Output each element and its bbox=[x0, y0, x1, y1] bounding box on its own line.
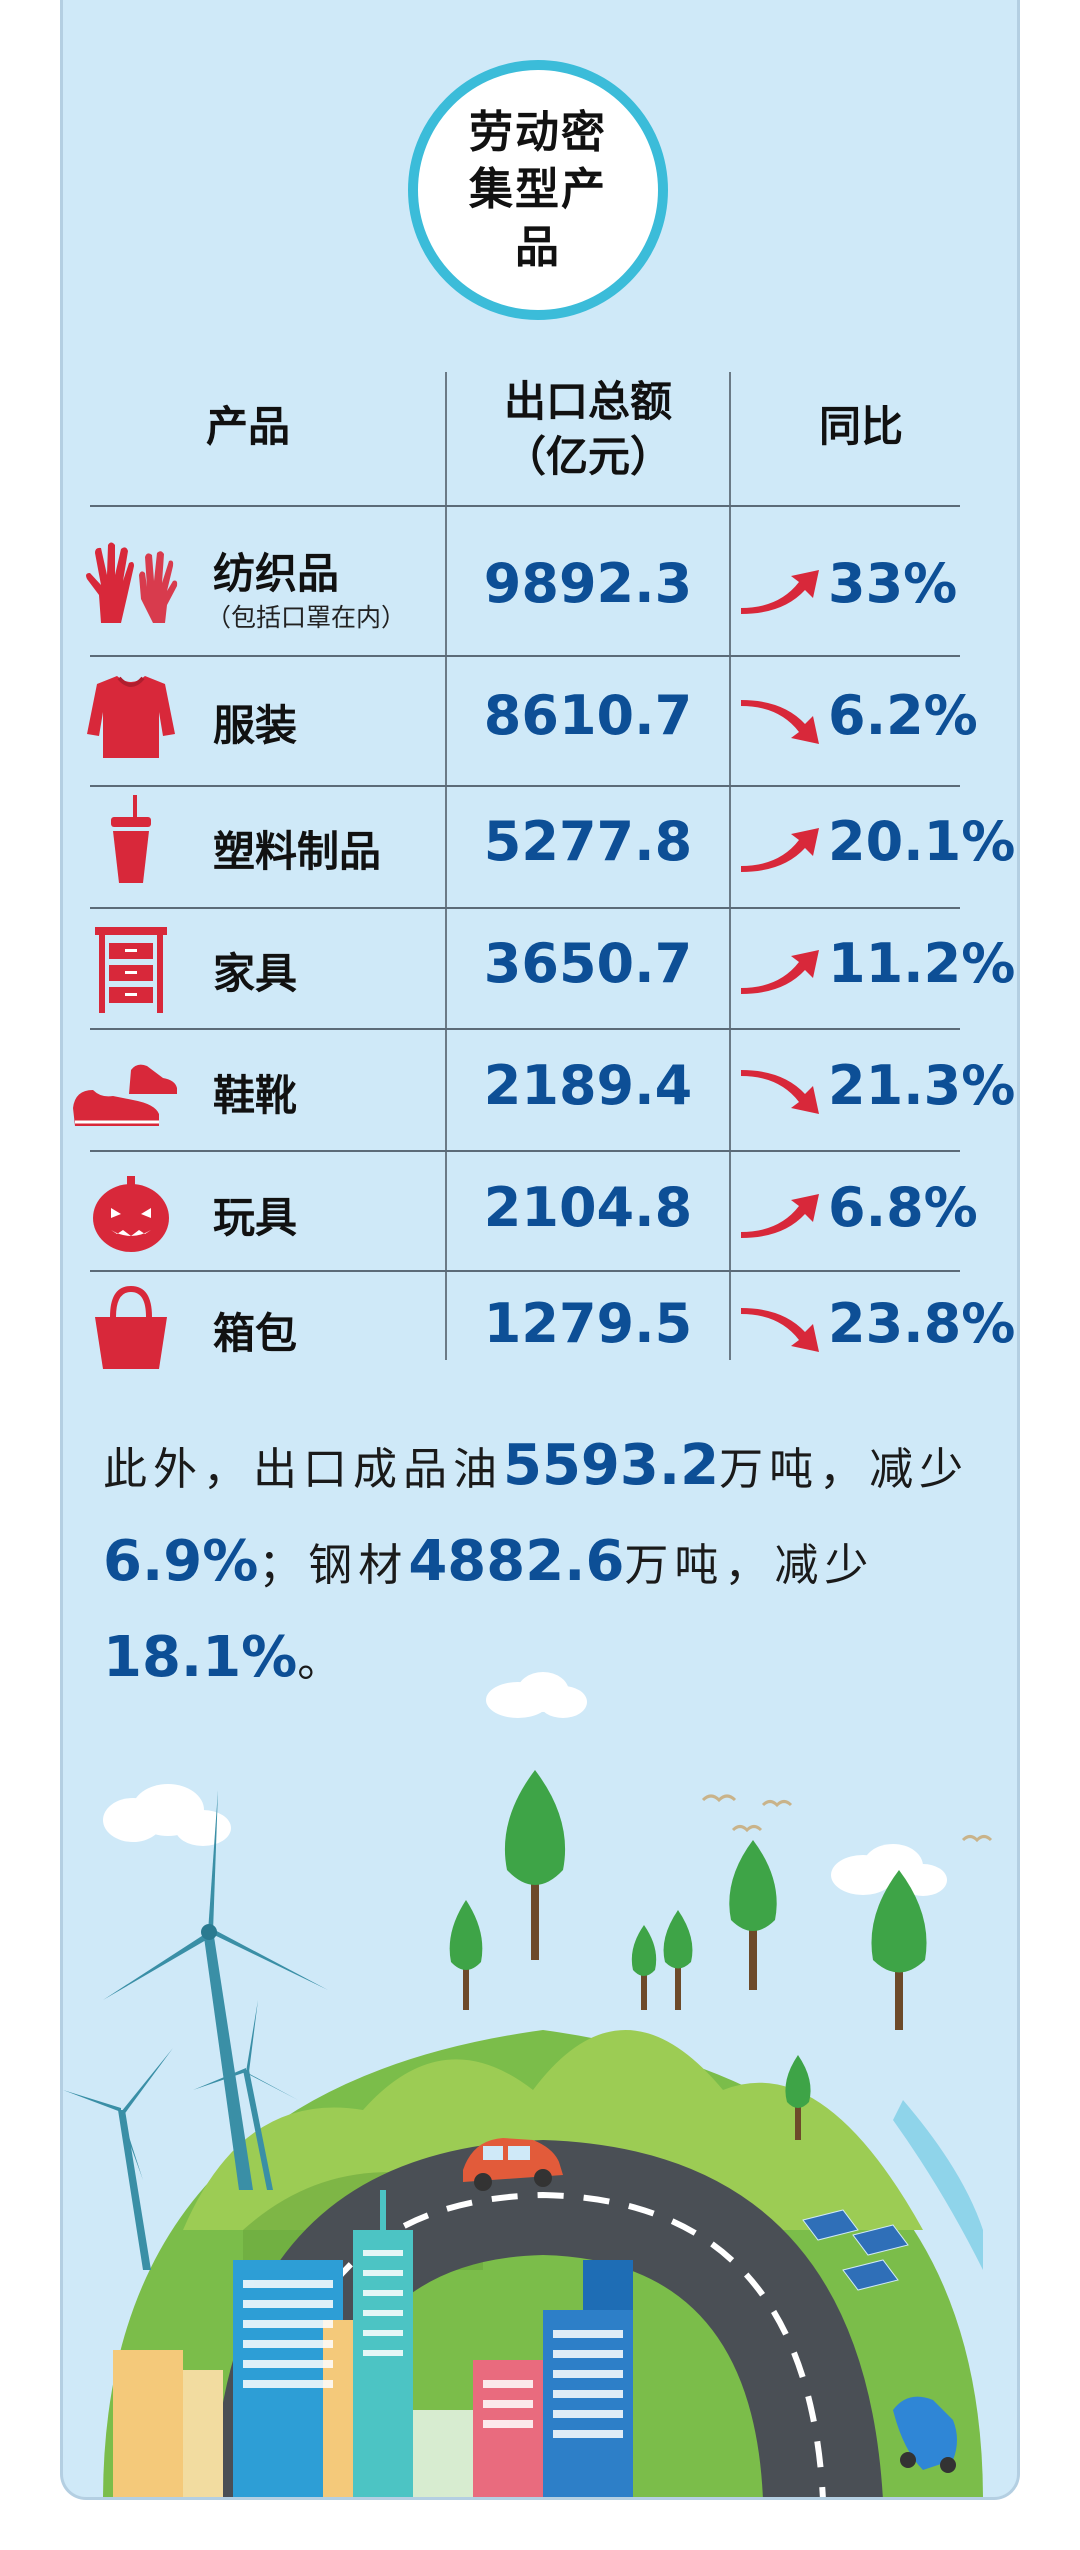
row-divider bbox=[90, 1150, 960, 1152]
summary-paragraph: 此外，出口成品油5593.2万吨，减少6.9%；钢材4882.6万吨，减少18.… bbox=[103, 1420, 983, 1708]
header-product: 产品 bbox=[205, 402, 290, 451]
yoy-change: 23.8% bbox=[828, 1292, 1016, 1355]
down-arrow-icon bbox=[741, 1308, 819, 1352]
export-value: 8610.7 bbox=[483, 684, 693, 747]
infographic-panel: 劳动密集型产品 产品 出口总额 （亿元） 同比 纺织品 （包括口罩在内） 989… bbox=[60, 0, 1020, 2500]
export-value: 3650.7 bbox=[483, 932, 693, 995]
yoy-change: 21.3% bbox=[828, 1054, 1016, 1117]
car-icon bbox=[463, 2138, 563, 2191]
product-note: （包括口罩在内） bbox=[206, 603, 407, 632]
cabinet-icon bbox=[95, 927, 167, 1013]
export-value: 1279.5 bbox=[483, 1292, 693, 1355]
product-name: 玩具 bbox=[213, 1193, 298, 1242]
title-badge: 劳动密集型产品 bbox=[408, 60, 668, 320]
cup-icon bbox=[111, 795, 151, 883]
yoy-change: 33% bbox=[828, 552, 958, 615]
row-divider bbox=[90, 655, 960, 657]
oil-decline: 6.9% bbox=[103, 1529, 259, 1594]
up-arrow-icon bbox=[741, 950, 819, 994]
row-divider bbox=[90, 1270, 960, 1272]
tree-icon bbox=[449, 1770, 927, 2140]
row-divider bbox=[90, 505, 960, 507]
row-divider bbox=[90, 1028, 960, 1030]
column-divider bbox=[445, 372, 447, 1360]
export-value: 5277.8 bbox=[483, 810, 693, 873]
up-arrow-icon bbox=[741, 1194, 819, 1238]
sweater-icon bbox=[87, 676, 175, 758]
summary-text: 此外，出口成品油 bbox=[103, 1444, 503, 1495]
summary-text: 。 bbox=[297, 1636, 348, 1687]
up-arrow-icon bbox=[741, 570, 819, 614]
product-name: 塑料制品 bbox=[213, 827, 382, 876]
green-city-illustration bbox=[63, 1672, 993, 2497]
shoes-icon bbox=[73, 1064, 177, 1126]
yoy-change: 20.1% bbox=[828, 810, 1016, 873]
oil-volume: 5593.2 bbox=[503, 1433, 720, 1498]
summary-text: 万吨，减少 bbox=[719, 1444, 970, 1495]
product-name: 纺织品 bbox=[213, 549, 340, 598]
product-name: 家具 bbox=[213, 949, 298, 998]
yoy-change: 6.8% bbox=[828, 1176, 978, 1239]
header-yoy: 同比 bbox=[818, 402, 903, 451]
steel-volume: 4882.6 bbox=[408, 1529, 625, 1594]
product-name: 箱包 bbox=[213, 1309, 298, 1358]
basket-icon bbox=[95, 1285, 167, 1369]
product-name: 鞋靴 bbox=[213, 1071, 298, 1120]
steel-decline: 18.1% bbox=[103, 1625, 298, 1690]
export-value: 2104.8 bbox=[483, 1176, 693, 1239]
windows bbox=[243, 2250, 623, 2438]
header-total: 出口总额 （亿元） bbox=[503, 377, 672, 481]
export-value: 2189.4 bbox=[483, 1054, 693, 1117]
yoy-change: 6.2% bbox=[828, 684, 978, 747]
export-value: 9892.3 bbox=[483, 552, 693, 615]
buildings-icon bbox=[113, 2190, 633, 2497]
down-arrow-icon bbox=[741, 1070, 819, 1114]
wind-turbine-icon bbox=[63, 1790, 328, 2270]
row-divider bbox=[90, 785, 960, 787]
cloud-icon bbox=[103, 1672, 947, 1896]
column-divider bbox=[729, 372, 731, 1360]
pumpkin-icon bbox=[93, 1176, 169, 1252]
summary-text: 万吨，减少 bbox=[624, 1540, 875, 1591]
title: 劳动密集型产品 bbox=[469, 107, 607, 273]
car-icon bbox=[893, 2396, 957, 2473]
product-name: 服装 bbox=[213, 701, 298, 750]
yoy-change: 11.2% bbox=[828, 932, 1016, 995]
summary-text: ；钢材 bbox=[258, 1540, 409, 1591]
up-arrow-icon bbox=[741, 828, 819, 872]
hands-icon bbox=[86, 542, 178, 623]
birds-icon bbox=[701, 1794, 993, 1843]
down-arrow-icon bbox=[741, 700, 819, 744]
row-divider bbox=[90, 907, 960, 909]
solar-panel-icon bbox=[802, 2209, 909, 2291]
